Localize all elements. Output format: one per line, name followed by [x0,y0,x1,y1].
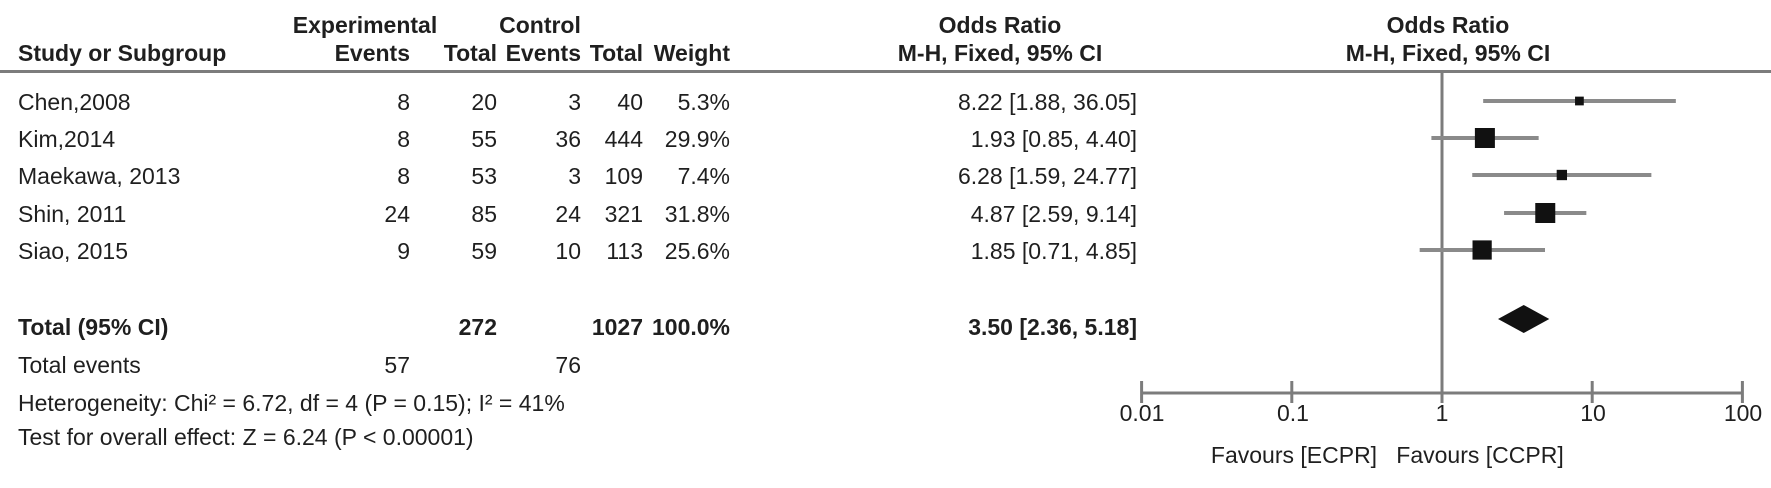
total-row-total-control: 1027 [591,314,643,340]
study-row-3-events-ctl: 24 [555,201,581,227]
study-row-1-total-ctl: 444 [604,126,643,152]
favours-right-label: Favours [CCPR] [1396,442,1564,468]
heterogeneity-statistics: Heterogeneity: Chi² = 6.72, df = 4 (P = … [18,390,565,416]
study-row-2-or-text: 6.28 [1.59, 24.77] [957,163,1137,189]
axis-tick-label-1: 1 [1435,400,1449,426]
group-header-control: Control [499,12,581,38]
study-row-4-or-text: 1.85 [0.71, 4.85] [970,238,1137,264]
study-row-1-weight: 29.9% [664,126,730,152]
column-header-study: Study or Subgroup [18,40,227,66]
axis-tick-label-100: 100 [1723,400,1763,426]
study-row-2-study: Maekawa, 2013 [18,163,181,189]
effect-marker-1 [1474,128,1495,148]
study-row-2-weight: 7.4% [677,163,730,189]
column-header-mh-fixed-ci-stat: M-H, Fixed, 95% CI [897,40,1103,66]
study-row-1-study: Kim,2014 [18,126,116,152]
study-row-3-or-text: 4.87 [2.59, 9.14] [970,201,1137,227]
total-events-control: 76 [555,352,581,378]
study-row-0-events-ctl: 3 [568,89,581,115]
total-row-label: Total (95% CI) [18,314,169,340]
total-events-experimental: 57 [384,352,410,378]
header-divider-line [0,70,1771,73]
study-row-4-events-exp: 9 [397,238,410,264]
effect-marker-3 [1535,203,1556,223]
study-row-1-or-text: 1.93 [0.85, 4.40] [970,126,1137,152]
column-header-odds-ratio-stat: Odds Ratio [938,12,1062,38]
column-header-weight: Weight [653,40,730,66]
study-row-4-study: Siao, 2015 [18,238,128,264]
study-row-2-events-ctl: 3 [568,163,581,189]
study-row-3-total-ctl: 321 [604,201,643,227]
axis-tick-label-0-1: 0.1 [1277,400,1309,426]
study-row-3-study: Shin, 2011 [18,201,127,227]
study-row-4-weight: 25.6% [664,238,730,264]
study-row-0-total-ctl: 40 [617,89,643,115]
column-header-total-experimental: Total [443,40,497,66]
study-row-3-weight: 31.8% [664,201,730,227]
axis-tick-label-10: 10 [1580,400,1606,426]
study-row-0-study: Chen,2008 [18,89,131,115]
effect-marker-4 [1472,240,1492,260]
column-header-events-experimental: Events [334,40,410,66]
group-header-experimental: Experimental [292,12,438,38]
study-row-1-events-exp: 8 [397,126,410,152]
pooled-diamond [1498,305,1550,333]
effect-marker-0 [1575,96,1584,106]
favours-left-label: Favours [ECPR] [1210,442,1378,468]
study-row-2-events-exp: 8 [397,163,410,189]
study-row-0-weight: 5.3% [677,89,730,115]
total-row-odds-ratio: 3.50 [2.36, 5.18] [968,314,1137,340]
study-row-1-events-ctl: 36 [555,126,581,152]
study-row-2-total-ctl: 109 [604,163,643,189]
column-header-mh-fixed-ci-plot: M-H, Fixed, 95% CI [1345,40,1551,66]
study-row-0-or-text: 8.22 [1.88, 36.05] [957,89,1137,115]
axis-tick-label-0-01: 0.01 [1119,400,1165,426]
column-header-total-control: Total [589,40,643,66]
study-row-3-total-exp: 85 [471,201,497,227]
study-row-4-total-exp: 59 [471,238,497,264]
effect-marker-2 [1556,169,1568,181]
study-row-4-total-ctl: 113 [606,238,643,264]
study-row-0-events-exp: 8 [397,89,410,115]
total-row-total-experimental: 272 [458,314,497,340]
study-row-4-events-ctl: 10 [555,238,581,264]
study-row-0-total-exp: 20 [471,89,497,115]
overall-effect-test: Test for overall effect: Z = 6.24 (P < 0… [18,424,474,450]
study-row-1-total-exp: 55 [471,126,497,152]
column-header-odds-ratio-plot: Odds Ratio [1386,12,1510,38]
total-row-weight: 100.0% [651,314,730,340]
column-header-events-control: Events [505,40,581,66]
study-row-3-events-exp: 24 [384,201,410,227]
total-events-label: Total events [18,352,141,378]
study-row-2-total-exp: 53 [471,163,497,189]
